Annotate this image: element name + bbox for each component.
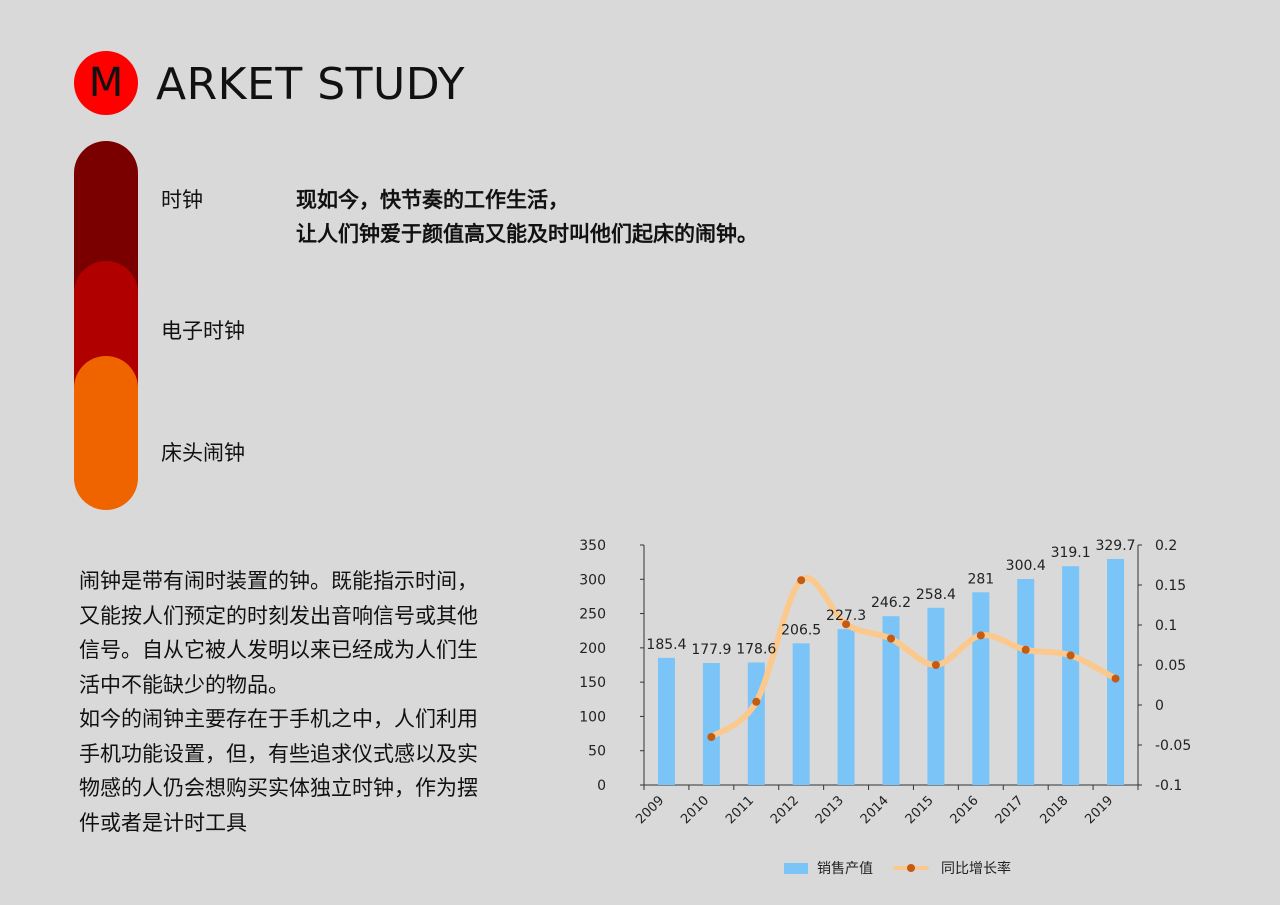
brand-logo: M: [74, 51, 138, 115]
headline-line-2: 让人们钟爱于颜值高又能及时叫他们起床的闹钟。: [296, 222, 758, 246]
x-tick-label: 2010: [678, 793, 712, 827]
category-label-digital-clock: 电子时钟: [161, 319, 245, 343]
brand-title: ARKET STUDY: [156, 59, 466, 110]
left-tick-label: 300: [579, 572, 606, 588]
bar-data-label: 177.9: [691, 642, 731, 658]
right-tick-label: -0.1: [1155, 778, 1182, 794]
left-tick-label: 0: [597, 778, 606, 794]
bar: [927, 607, 945, 785]
legend-label-growth: 同比增长率: [941, 861, 1011, 877]
growth-point: [1111, 674, 1120, 683]
brand-letter: M: [88, 60, 124, 106]
right-tick-label: 0: [1155, 698, 1164, 714]
left-tick-label: 100: [579, 709, 606, 725]
x-tick-label: 2012: [768, 793, 802, 827]
legend-line-swatch: [893, 862, 929, 874]
growth-point: [842, 620, 851, 629]
bar-data-label: 319.1: [1051, 545, 1091, 561]
headline: 现如今，快节奏的工作生活， 让人们钟爱于颜值高又能及时叫他们起床的闹钟。: [296, 183, 758, 251]
growth-point: [887, 634, 895, 643]
growth-point: [976, 631, 985, 640]
bar: [1017, 579, 1035, 785]
category-bar-bedside-alarm: [74, 356, 138, 510]
x-tick-label: 2014: [858, 793, 892, 827]
growth-point: [1066, 651, 1075, 660]
bar-data-label: 281: [967, 571, 994, 587]
bar-data-label: 246.2: [871, 595, 911, 611]
growth-line: [708, 575, 1119, 740]
bar-data-label: 206.5: [781, 622, 821, 638]
bar-data-label: 178.6: [736, 642, 776, 658]
bar-data-label: 258.4: [916, 587, 956, 603]
right-tick-label: 0.1: [1155, 618, 1177, 634]
growth-point: [752, 697, 761, 706]
left-tick-label: 350: [579, 538, 606, 554]
right-tick-label: 0.05: [1155, 658, 1186, 674]
legend-bar-swatch: [784, 862, 808, 874]
category-label-bedside-alarm: 床头闹钟: [161, 441, 245, 465]
bar: [792, 643, 810, 785]
bar: [1107, 558, 1125, 785]
x-tick-label: 2018: [1037, 793, 1071, 827]
x-tick-label: 2011: [723, 793, 757, 827]
growth-point: [707, 733, 716, 741]
x-tick-label: 2013: [813, 793, 847, 827]
right-tick-label: -0.05: [1155, 738, 1191, 754]
bar: [837, 629, 855, 785]
bar: [972, 592, 990, 785]
x-tick-label: 2016: [948, 793, 982, 827]
description: 闹钟是带有闹时装置的钟。既能指示时间，又能按人们预定的时刻发出音响信号或其他信号…: [79, 564, 489, 840]
category-label-clock: 时钟: [161, 188, 203, 212]
description-paragraph-1: 闹钟是带有闹时装置的钟。既能指示时间，又能按人们预定的时刻发出音响信号或其他信号…: [79, 569, 478, 697]
left-tick-label: 200: [579, 641, 606, 657]
right-tick-label: 0.15: [1155, 578, 1186, 594]
description-paragraph-2: 如今的闹钟主要存在于手机之中，人们利用手机功能设置，但，有些追求仪式感以及实物感…: [79, 707, 478, 835]
bar-data-label: 227.3: [826, 608, 866, 624]
x-tick-label: 2009: [633, 793, 667, 827]
chart-legend: 销售产值 同比增长率: [784, 858, 1011, 878]
bar: [657, 657, 675, 785]
legend-label-sales: 销售产值: [817, 861, 873, 877]
left-tick-label: 250: [579, 607, 606, 623]
bar-data-label: 329.7: [1095, 538, 1135, 554]
bar: [1062, 566, 1080, 785]
growth-point: [1021, 645, 1030, 654]
x-tick-label: 2015: [903, 793, 937, 827]
growth-point: [931, 661, 940, 669]
bar: [702, 663, 720, 785]
left-tick-label: 50: [588, 744, 606, 760]
bar-data-label: 185.4: [646, 637, 686, 653]
bar-data-label: 300.4: [1006, 558, 1046, 574]
bar: [882, 616, 900, 785]
headline-line-1: 现如今，快节奏的工作生活，: [296, 188, 569, 212]
growth-point: [797, 576, 806, 585]
right-tick-label: 0.2: [1155, 538, 1177, 554]
x-tick-label: 2017: [993, 793, 1027, 827]
x-tick-label: 2019: [1082, 793, 1116, 827]
left-tick-label: 150: [579, 675, 606, 691]
